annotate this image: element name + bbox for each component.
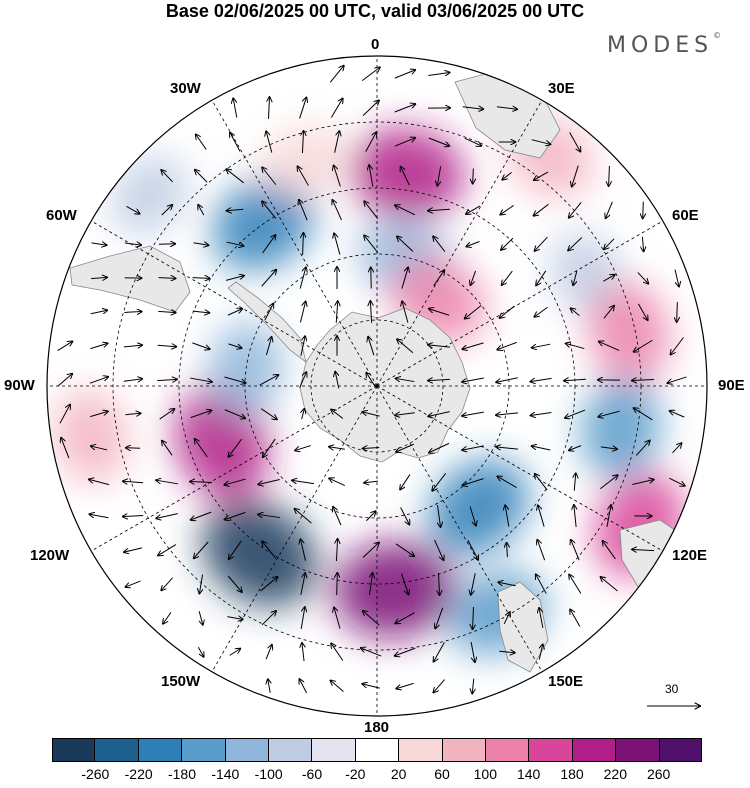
colorbar-cell xyxy=(660,738,702,762)
colorbar-tick-label: -140 xyxy=(211,766,239,782)
colorbar-cell xyxy=(573,738,616,762)
lon-label-0: 0 xyxy=(371,37,379,53)
lon-label-180: 180 xyxy=(364,720,389,736)
lon-label-90w: 90W xyxy=(4,378,35,394)
brand-logo: MODES© xyxy=(607,33,721,58)
colorbar-cell xyxy=(95,738,138,762)
colorbar-cell xyxy=(52,738,95,762)
colorbar-cell xyxy=(182,738,225,762)
colorbar-tick-label: 260 xyxy=(647,766,670,782)
colorbar-tick-label: -100 xyxy=(255,766,283,782)
lon-label-30e: 30E xyxy=(548,81,575,97)
wind-vector xyxy=(337,573,338,595)
wind-vector xyxy=(371,268,372,289)
lon-label-90e: 90E xyxy=(718,378,745,394)
colorbar-tick-label: 60 xyxy=(434,766,450,782)
wind-vector xyxy=(643,202,644,219)
colorbar-cell xyxy=(139,738,182,762)
lon-label-120w: 120W xyxy=(30,548,69,564)
colorbar-tick-label: 100 xyxy=(474,766,497,782)
colorbar-cell xyxy=(269,738,312,762)
colorbar-cell xyxy=(529,738,572,762)
colorbar-cell xyxy=(226,738,269,762)
colorbar-tick-label: -180 xyxy=(168,766,196,782)
colorbar-tick-label: -220 xyxy=(125,766,153,782)
colorbar-cell xyxy=(443,738,486,762)
colorbar-tick-labels: -260 -220 -180 -140 -100 -60 -20 20 60 100 140 180 2… xyxy=(0,766,750,783)
lon-label-60e: 60E xyxy=(672,208,699,224)
colorbar-tick-label: -260 xyxy=(81,766,109,782)
colorbar-tick-label: 20 xyxy=(391,766,407,782)
colorbar-cell xyxy=(399,738,442,762)
lon-label-60w: 60W xyxy=(46,208,77,224)
colorbar-tick-label: -20 xyxy=(345,766,365,782)
wind-vector xyxy=(159,244,175,245)
colorbar-cell xyxy=(356,738,399,762)
lon-label-120e: 120E xyxy=(672,548,707,564)
brand-mark: © xyxy=(713,31,721,40)
colorbar-cell xyxy=(486,738,529,762)
colorbar-tick-label: 140 xyxy=(517,766,540,782)
lon-label-30w: 30W xyxy=(170,81,201,97)
reference-vector-label: 30 xyxy=(665,682,678,696)
wind-vector xyxy=(473,169,474,184)
colorbar-tick-label: 220 xyxy=(604,766,627,782)
lon-label-150e: 150E xyxy=(548,674,583,690)
map-title: Base 02/06/2025 00 UTC, valid 03/06/2025… xyxy=(0,0,750,22)
colorbar-cell xyxy=(616,738,659,762)
colorbar-tick-label: 180 xyxy=(560,766,583,782)
colorbar-tick-label: -60 xyxy=(302,766,322,782)
colorbar xyxy=(52,738,702,762)
colorbar-cell xyxy=(312,738,355,762)
lon-label-150w: 150W xyxy=(161,674,200,690)
brand-name: MODES xyxy=(607,33,713,58)
